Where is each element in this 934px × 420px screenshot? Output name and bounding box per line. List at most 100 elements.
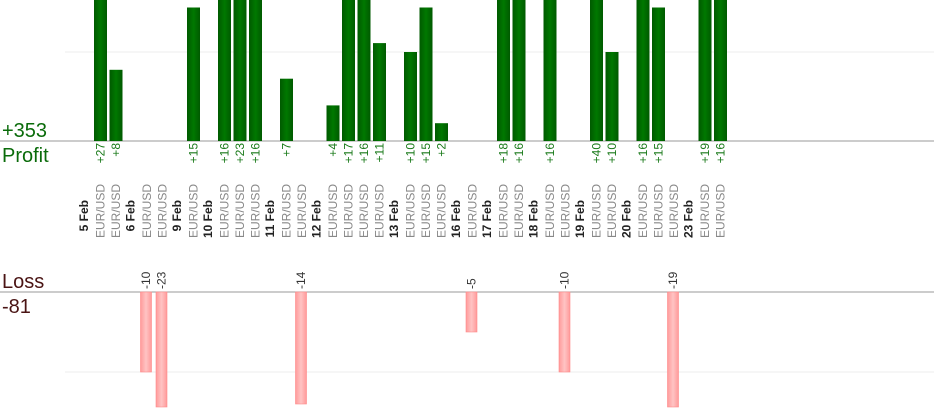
profit-bar <box>543 0 557 141</box>
date-label: 19 Feb <box>573 200 587 238</box>
profit-bar <box>512 0 526 141</box>
instrument-label: EUR/USD <box>543 184 557 238</box>
profit-value-label: +15 <box>652 143 666 164</box>
profit-value-label: +27 <box>94 143 108 164</box>
profit-bar <box>233 0 247 141</box>
labels: +27 EUR/USD +8 EUR/USD 5 Feb -10 EUR/USD -23 EUR… <box>77 143 728 289</box>
instrument-label: EUR/USD <box>373 184 387 238</box>
instrument-label: EUR/USD <box>109 184 123 238</box>
instrument-label: EUR/USD <box>187 184 201 238</box>
profit-value-label: +16 <box>543 143 557 164</box>
loss-bar <box>295 291 307 405</box>
instrument-label: EUR/USD <box>466 184 480 238</box>
profit-bar <box>419 7 433 141</box>
loss-total: -81 <box>2 296 31 318</box>
instrument-label: EUR/USD <box>435 184 449 238</box>
profit-bar <box>109 69 123 141</box>
instrument-label: EUR/USD <box>326 184 340 238</box>
profit-value-label: +10 <box>404 143 418 164</box>
instrument-label: EUR/USD <box>295 184 309 238</box>
profit-value-label: +8 <box>109 143 123 157</box>
instrument-label: EUR/USD <box>94 184 108 238</box>
profit-bar <box>404 52 417 141</box>
instrument-label: EUR/USD <box>512 184 526 238</box>
profit-value-label: +18 <box>497 143 511 164</box>
instrument-label: EUR/USD <box>590 184 604 238</box>
profit-value-label: +10 <box>605 143 619 164</box>
date-label: 12 Feb <box>310 200 324 238</box>
instrument-label: EUR/USD <box>698 184 712 238</box>
loss-value-label: -5 <box>465 278 479 289</box>
loss-value-label: -10 <box>139 271 153 289</box>
loss-value-label: -14 <box>294 271 308 289</box>
date-label: 16 Feb <box>449 200 463 238</box>
profit-bar <box>497 0 510 141</box>
loss-bar <box>465 291 478 333</box>
profit-value-label: +16 <box>512 143 526 164</box>
profit-value-label: +2 <box>435 143 449 157</box>
profit-total: +353 <box>2 120 48 142</box>
profit-bar <box>590 0 603 141</box>
date-label: 10 Feb <box>201 200 215 238</box>
loss-value-label: -19 <box>666 271 680 289</box>
profit-bar <box>94 0 107 141</box>
date-label: 5 Feb <box>77 200 91 231</box>
profit-bar <box>636 0 650 141</box>
loss-bar <box>140 291 152 373</box>
profit-value-label: +11 <box>373 143 387 163</box>
date-label: 20 Feb <box>620 200 634 238</box>
profit-bar <box>435 123 448 141</box>
profit-value-label: +16 <box>636 143 650 164</box>
profit-label: Profit <box>2 145 49 167</box>
profit-value-label: +16 <box>714 143 728 164</box>
instrument-label: EUR/USD <box>605 184 619 238</box>
instrument-label: EUR/USD <box>404 184 418 238</box>
instrument-label: EUR/USD <box>280 184 294 238</box>
profit-bar <box>187 7 200 141</box>
instrument-label: EUR/USD <box>667 184 681 238</box>
instrument-label: EUR/USD <box>357 184 371 238</box>
instrument-label: EUR/USD <box>636 184 650 238</box>
bars <box>94 0 727 408</box>
instrument-label: EUR/USD <box>342 184 356 238</box>
loss-bar <box>667 291 679 408</box>
profit-bar <box>698 0 712 141</box>
date-label: 13 Feb <box>387 200 401 238</box>
loss-value-label: -23 <box>155 271 169 289</box>
profit-bar <box>605 52 619 141</box>
loss-bar <box>558 291 571 373</box>
profit-value-label: +23 <box>233 143 247 164</box>
profit-value-label: +16 <box>218 143 232 164</box>
date-label: 6 Feb <box>124 200 138 231</box>
instrument-label: EUR/USD <box>218 184 232 238</box>
profit-value-label: +40 <box>590 143 604 164</box>
profit-bar <box>218 0 231 141</box>
profit-bar <box>249 0 262 141</box>
profit-bar <box>280 78 293 141</box>
date-label: 9 Feb <box>170 200 184 231</box>
date-label: 23 Feb <box>682 200 696 238</box>
instrument-label: EUR/USD <box>419 184 433 238</box>
profit-value-label: +15 <box>187 143 201 164</box>
date-label: 17 Feb <box>480 200 494 238</box>
loss-bar <box>155 291 168 408</box>
instrument-label: EUR/USD <box>714 184 728 238</box>
instrument-label: EUR/USD <box>652 184 666 238</box>
date-label: 18 Feb <box>527 200 541 238</box>
instrument-label: EUR/USD <box>140 184 154 238</box>
profit-value-label: +17 <box>342 143 356 164</box>
profit-value-label: +16 <box>249 143 263 164</box>
profit-value-label: +4 <box>326 143 340 157</box>
profit-value-label: +7 <box>280 143 294 157</box>
instrument-label: EUR/USD <box>559 184 573 238</box>
profit-value-label: +15 <box>419 143 433 164</box>
instrument-label: EUR/USD <box>249 184 263 238</box>
profit-bar <box>373 43 386 141</box>
profit-value-label: +16 <box>357 143 371 164</box>
profit-value-label: +19 <box>698 143 712 164</box>
instrument-label: EUR/USD <box>156 184 170 238</box>
instrument-label: EUR/USD <box>233 184 247 238</box>
loss-label: Loss <box>2 271 45 293</box>
profit-bar <box>652 7 665 141</box>
